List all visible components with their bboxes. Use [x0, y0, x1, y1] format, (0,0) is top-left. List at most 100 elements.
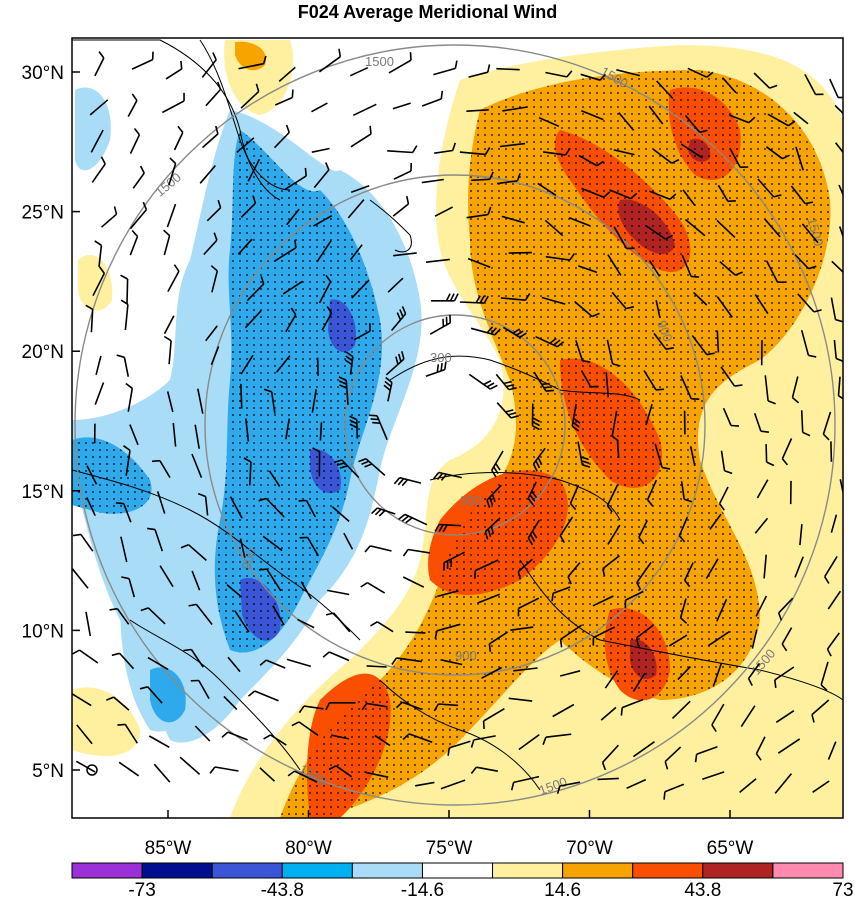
positive-wind-nw-orange-patch — [235, 41, 266, 71]
wind-barb — [794, 556, 804, 578]
wind-barb — [500, 293, 531, 301]
wind-barb — [432, 471, 462, 481]
lat-label: 5°N — [32, 761, 64, 782]
wind-barb — [369, 414, 388, 441]
wind-barb — [402, 548, 431, 557]
wind-barb — [163, 335, 172, 365]
wind-barb — [578, 265, 598, 274]
latitude-axis: 30°N 25°N 20°N 15°N 10°N 5°N — [22, 63, 80, 782]
wind-barb — [811, 699, 830, 723]
colorbar-swatch — [492, 862, 564, 879]
wind-barb — [94, 382, 105, 405]
wind-barb — [602, 555, 620, 577]
wind-barb — [91, 156, 106, 183]
wind-barb — [466, 109, 489, 112]
lon-label: 75°W — [426, 838, 473, 859]
wind-barb — [316, 357, 319, 376]
wind-barb — [648, 260, 661, 277]
wind-barb — [609, 189, 638, 200]
wind-barb — [765, 444, 775, 467]
wind-barb — [168, 157, 177, 186]
wind-barb — [325, 701, 356, 711]
wind-barb — [646, 479, 658, 507]
colorbar-swatch — [211, 862, 283, 879]
wind-barb — [508, 251, 532, 254]
wind-barb — [527, 519, 540, 546]
wind-barb — [597, 777, 619, 781]
wind-barb — [470, 766, 499, 774]
colorbar-swatch — [421, 862, 494, 879]
wind-barb — [812, 780, 830, 793]
wind-barb — [405, 631, 426, 634]
wind-barb — [681, 254, 700, 278]
wind-barb — [275, 355, 291, 373]
wind-barb — [831, 260, 843, 274]
wind-barb — [635, 624, 654, 646]
wind-barb — [129, 128, 141, 154]
wind-barb — [684, 114, 708, 134]
wind-barb — [829, 78, 843, 99]
wind-barb — [707, 630, 730, 647]
wind-barb — [129, 201, 148, 230]
wind-barb — [729, 147, 749, 168]
wind-barb — [624, 590, 644, 609]
wind-barb — [753, 72, 778, 89]
wind-barb — [72, 649, 99, 664]
wind-barb — [273, 239, 297, 263]
wind-barb — [693, 291, 708, 306]
wind-barb — [545, 253, 576, 261]
wind-barb — [575, 340, 591, 363]
wind-barb — [694, 746, 718, 763]
wind-barb — [510, 775, 540, 791]
wind-barb — [440, 779, 466, 790]
wind-barb — [606, 484, 619, 513]
wind-barb — [740, 705, 756, 728]
wind-barb — [76, 724, 93, 745]
wind-barb — [616, 439, 620, 459]
colorbar-tick-label: 43.8 — [684, 880, 721, 900]
wind-barb — [201, 125, 219, 149]
wind-barb — [838, 226, 843, 239]
wind-barb — [581, 187, 611, 198]
wind-barb — [210, 265, 219, 293]
chart-title: F024 Average Meridional Wind — [297, 2, 558, 22]
wind-barb — [767, 113, 796, 127]
wind-barb — [763, 554, 767, 579]
wind-barb — [421, 90, 444, 107]
wind-barb — [687, 67, 714, 78]
range-rings — [74, 44, 836, 806]
wind-barb — [764, 375, 776, 405]
lon-label: 80°W — [285, 838, 332, 859]
wind-barb — [830, 514, 838, 533]
wind-barb — [395, 701, 422, 711]
wind-barb — [385, 351, 405, 376]
wind-barb — [300, 581, 312, 600]
wind-barb — [361, 702, 388, 711]
wind-barb — [109, 607, 130, 625]
wind-barb — [299, 536, 319, 557]
wind-barb — [237, 238, 253, 255]
wind-barb — [620, 698, 644, 716]
wind-barb — [632, 672, 646, 692]
wind-barb — [739, 778, 757, 794]
colorbar-swatch — [632, 862, 704, 879]
colorbar-tick-label: 14.6 — [544, 880, 581, 900]
wind-barb — [827, 741, 837, 760]
wind-barb — [434, 623, 461, 639]
wind-barb — [747, 662, 761, 686]
wind-barb — [351, 279, 370, 299]
wind-barb — [765, 146, 790, 160]
wind-barb — [263, 734, 287, 746]
wind-barb — [800, 410, 811, 437]
wind-barb — [75, 760, 96, 773]
wind-barb — [754, 517, 769, 534]
wind-barb — [360, 582, 386, 594]
negative-wind-west-patch — [75, 87, 111, 171]
colorbar-swatch — [281, 862, 353, 879]
wind-barb — [268, 470, 281, 487]
wind-barb — [581, 110, 604, 121]
wind-barb — [510, 626, 534, 631]
wind-barb — [349, 244, 363, 261]
wind-barb — [334, 459, 360, 479]
